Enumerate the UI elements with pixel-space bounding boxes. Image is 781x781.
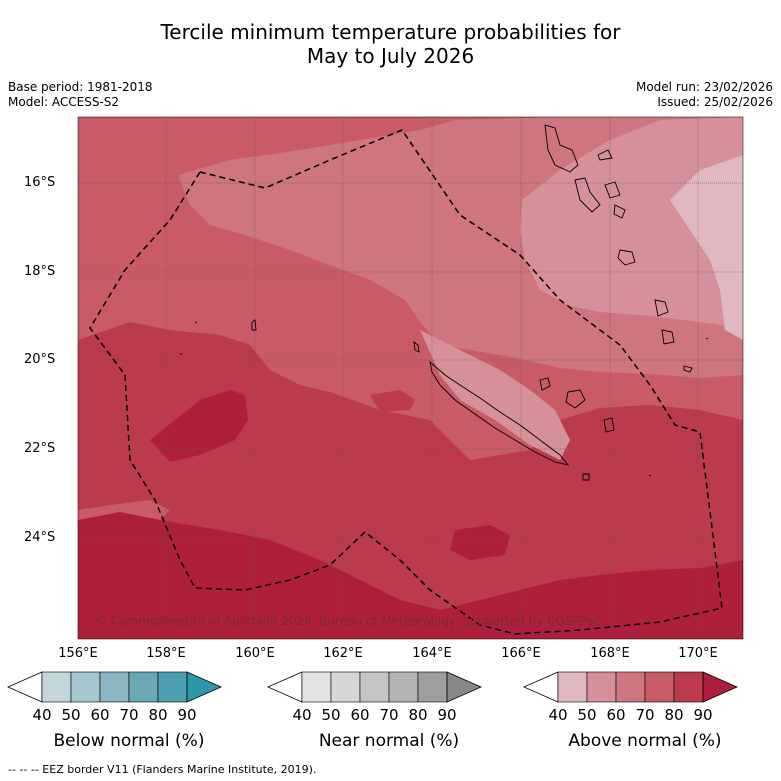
legend-title-near: Near normal (%) (318, 731, 460, 751)
colorbar-high-arrow (186, 671, 222, 703)
chesterfield-islands (251, 319, 420, 353)
lat-label-22s: 22°S (24, 441, 56, 456)
map-title-line1: Tercile minimum temperature probabilitie… (160, 20, 621, 44)
colorbar-tick-label: 70 (379, 706, 399, 724)
zone-above-50-nc (420, 330, 570, 460)
legend-near-normal (267, 671, 482, 703)
colorbar-segment (359, 671, 390, 703)
colorbar-tick-label: 40 (292, 706, 312, 724)
colorbar-segment (157, 671, 188, 703)
model-name: Model: ACCESS-S2 (8, 95, 120, 109)
colorbar-segment (644, 671, 675, 703)
lon-label-160e: 160°E (235, 646, 275, 661)
graticule (78, 117, 743, 639)
colorbar-low-arrow (267, 671, 303, 703)
lon-label-156e: 156°E (58, 646, 98, 661)
colorbar-low-arrow (523, 671, 559, 703)
small-islets (180, 321, 709, 481)
colorbar-segment (417, 671, 448, 703)
zone-above-80-patch (370, 390, 415, 412)
colorbar-segment (673, 671, 704, 703)
zone-above-90-south (78, 512, 743, 639)
colorbar-tick-label: 60 (90, 706, 110, 724)
legend-title-above: Above normal (%) (568, 731, 722, 751)
colorbar-tick-label: 50 (321, 706, 341, 724)
eez-border (89, 129, 723, 635)
lat-label-20s: 20°S (24, 352, 56, 367)
colorbar-segment (557, 671, 588, 703)
colorbar-tick-label: 70 (119, 706, 139, 724)
colorbar-tick-label: 90 (437, 706, 457, 724)
colorbar-tick-label: 40 (548, 706, 568, 724)
meta-right: Model run: 23/02/2026 Issued: 25/02/2026 (636, 80, 773, 110)
colorbar-tick-label: 70 (635, 706, 655, 724)
zone-above-40 (670, 155, 743, 340)
colorbar-tick-label: 60 (606, 706, 626, 724)
colorbar-low-arrow (7, 671, 43, 703)
legend-below-normal (7, 671, 222, 703)
colorbar-tick-label: 50 (577, 706, 597, 724)
lon-label-168e: 168°E (590, 646, 630, 661)
zone-above-50 (520, 117, 743, 328)
legend-title-below: Below normal (%) (53, 731, 205, 751)
colorbar-tick-label: 80 (148, 706, 168, 724)
colorbar-tick-label: 90 (693, 706, 713, 724)
colorbar-tick-label: 90 (177, 706, 197, 724)
zone-above-90-west (150, 390, 248, 462)
probability-field (78, 117, 743, 639)
model-run: Model run: 23/02/2026 (635, 80, 773, 94)
lon-label-162e: 162°E (323, 646, 363, 661)
map-title-line2: May to July 2026 (306, 44, 475, 68)
legend-above-normal (523, 671, 738, 703)
zone-above-90-east (450, 525, 510, 560)
meta-left: Base period: 1981-2018 Model: ACCESS-S2 (8, 80, 153, 110)
lon-label-166e: 166°E (501, 646, 541, 661)
colorbar-segment (388, 671, 419, 703)
vanuatu-islands (544, 124, 693, 373)
lon-label-158e: 158°E (146, 646, 186, 661)
colorbar-tick-label: 80 (664, 706, 684, 724)
colorbar-segment (586, 671, 617, 703)
loyalty-islands (539, 377, 615, 433)
map-frame (77, 116, 744, 640)
colorbar-segment (41, 671, 72, 703)
colorbar-segment (128, 671, 159, 703)
colorbar-segment (99, 671, 130, 703)
eez-footnote: -- -- -- EEZ border V11 (Flanders Marine… (8, 763, 317, 776)
lon-label-170e: 170°E (678, 646, 718, 661)
copyright-notice: © Commonwealth of Australia 2026, Bureau… (95, 614, 601, 628)
coastlines (180, 124, 709, 481)
colorbar-segment (615, 671, 646, 703)
colorbar-segment (330, 671, 361, 703)
colorbar-tick-label: 50 (61, 706, 81, 724)
colorbar-high-arrow (446, 671, 482, 703)
lat-label-16s: 16°S (24, 175, 56, 190)
colorbar-segment (301, 671, 332, 703)
issued-date: Issued: 25/02/2026 (657, 95, 773, 109)
lat-label-24s: 24°S (24, 530, 56, 545)
colorbar-tick-label: 80 (408, 706, 428, 724)
lat-label-18s: 18°S (24, 264, 56, 279)
colorbar-tick-label: 40 (32, 706, 52, 724)
lon-label-164e: 164°E (412, 646, 452, 661)
colorbar-high-arrow (702, 671, 738, 703)
new-caledonia-island (429, 360, 570, 466)
colorbar-tick-label: 60 (350, 706, 370, 724)
base-period: Base period: 1981-2018 (8, 80, 153, 94)
colorbar-segment (70, 671, 101, 703)
